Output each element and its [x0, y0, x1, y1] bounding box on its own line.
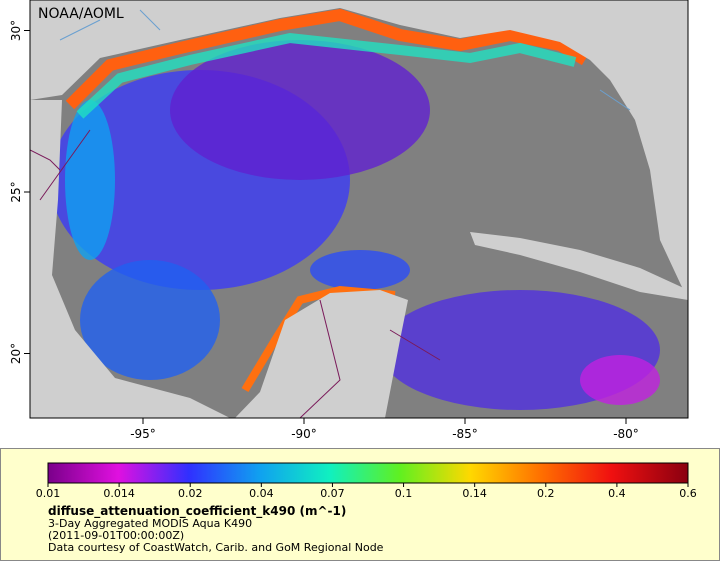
legend-dataset: 3-Day Aggregated MODIS Aqua K490 — [48, 517, 252, 530]
colorbar-tick-label: 0.14 — [462, 487, 487, 500]
colorbar-tick-label: 0.02 — [178, 487, 203, 500]
colorbar-tick-label: 0.2 — [537, 487, 555, 500]
colorbar-tick-label: 0.07 — [320, 487, 345, 500]
colorbar-tick-label: 0.04 — [249, 487, 274, 500]
x-tick-label: -90° — [291, 427, 317, 441]
land-mexico — [30, 100, 230, 418]
coastal-mid-values — [76, 32, 577, 119]
y-tick-label: 25° — [9, 181, 23, 202]
colorbar-tick-label: 0.6 — [679, 487, 697, 500]
x-tick-label: -85° — [452, 427, 478, 441]
legend-time: (2011-09-01T00:00:00Z) — [48, 529, 184, 542]
y-tick-label: 20° — [9, 343, 23, 364]
land-united-states — [30, 0, 688, 300]
data-field — [580, 355, 660, 405]
data-field — [80, 260, 220, 380]
colorbar-tick-label: 0.1 — [395, 487, 413, 500]
axes: -95° -90° -85° -80° 30° 25° 20° — [9, 20, 639, 441]
colorbar-tick-label: 0.4 — [608, 487, 626, 500]
y-tick-label: 30° — [9, 20, 23, 41]
map-frame — [29, 0, 689, 419]
coastal-high-values — [65, 8, 589, 110]
colorbar-tick-label: 0.014 — [103, 487, 135, 500]
colorbar-tick-label: 0.01 — [36, 487, 61, 500]
credit: NOAA/AOML — [38, 6, 124, 22]
data-field — [310, 250, 410, 290]
colorbar — [47, 462, 689, 484]
map — [30, 0, 688, 418]
legend-source: Data courtesy of CoastWatch, Carib. and … — [48, 541, 384, 554]
land-yucatan — [235, 290, 408, 418]
legend-variable: diffuse_attenuation_coefficient_k490 (m^… — [48, 504, 346, 519]
rivers — [59, 9, 631, 111]
x-tick-label: -95° — [130, 427, 156, 441]
data-field — [170, 40, 430, 180]
colorbar-ticks: 0.01 0.014 0.02 0.04 0.07 0.1 0.14 0.2 0.4 0.6 — [36, 483, 697, 500]
borders — [30, 129, 441, 418]
data-field — [65, 100, 115, 260]
land-cuba — [470, 232, 688, 300]
x-tick-label: -80° — [613, 427, 639, 441]
